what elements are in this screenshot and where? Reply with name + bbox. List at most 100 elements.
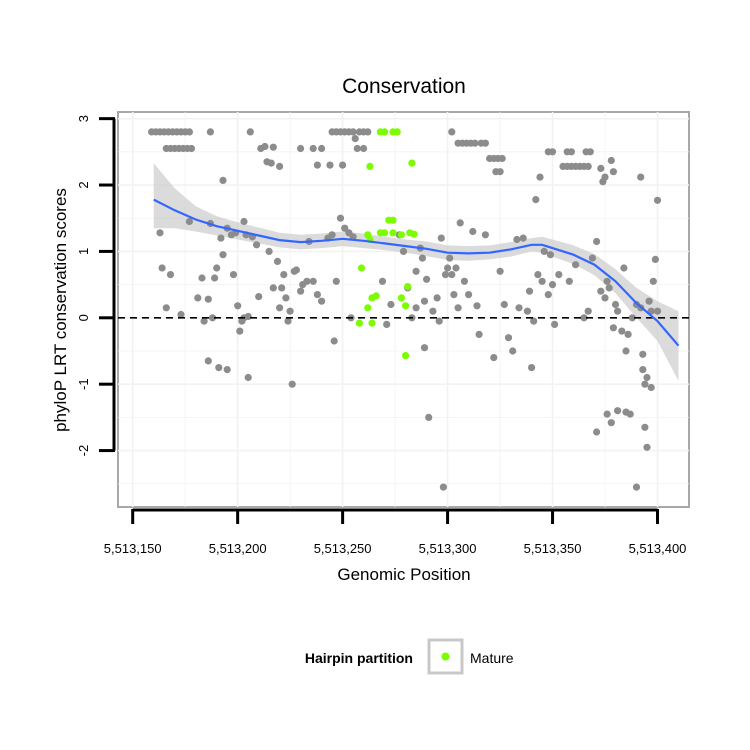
- y-tick-label: 1: [76, 248, 91, 255]
- data-point: [194, 294, 202, 302]
- data-point: [364, 128, 372, 136]
- data-point: [185, 128, 193, 136]
- data-point: [286, 307, 294, 315]
- data-point: [649, 277, 657, 285]
- x-tick-label: 5,513,250: [314, 541, 372, 556]
- data-point: [538, 277, 546, 285]
- data-point: [313, 291, 321, 299]
- data-point: [378, 277, 387, 285]
- data-point: [498, 154, 506, 163]
- data-point: [599, 178, 607, 186]
- x-axis-label: Genomic Position: [337, 565, 470, 584]
- data-point: [208, 314, 217, 322]
- x-tick-label: 5,513,350: [524, 541, 582, 556]
- data-point-mature: [357, 264, 366, 272]
- data-point: [288, 380, 296, 388]
- y-tick-label: 3: [76, 115, 91, 122]
- data-point: [420, 344, 429, 352]
- data-point: [276, 304, 284, 312]
- data-point: [614, 307, 622, 315]
- data-point: [253, 241, 261, 249]
- data-point: [584, 307, 592, 315]
- data-point: [383, 320, 391, 328]
- data-point: [609, 168, 618, 176]
- data-point: [284, 317, 292, 325]
- data-point: [349, 128, 357, 136]
- data-point: [204, 295, 212, 303]
- data-point: [200, 317, 208, 325]
- data-point: [605, 284, 613, 292]
- data-point: [519, 234, 527, 242]
- data-point: [269, 284, 277, 292]
- data-point: [572, 261, 580, 269]
- data-point: [341, 224, 349, 232]
- data-point: [399, 247, 408, 255]
- data-point-mature: [408, 159, 416, 167]
- data-point: [353, 144, 361, 153]
- data-point-mature: [364, 304, 372, 312]
- data-point: [504, 334, 513, 342]
- data-point: [236, 327, 244, 335]
- data-point: [429, 307, 437, 315]
- data-point: [276, 162, 284, 170]
- data-point: [456, 219, 464, 227]
- data-point: [273, 257, 282, 265]
- data-point: [219, 176, 227, 184]
- data-point: [548, 281, 557, 289]
- data-point: [240, 217, 248, 226]
- data-point: [653, 307, 662, 315]
- data-point: [387, 300, 395, 309]
- data-point: [412, 267, 420, 275]
- data-point-mature: [366, 162, 374, 170]
- data-point: [425, 413, 433, 421]
- data-point: [448, 271, 456, 279]
- data-point: [465, 291, 473, 299]
- data-point-mature: [404, 283, 412, 291]
- data-point: [234, 302, 242, 310]
- data-point: [641, 380, 649, 388]
- data-point: [269, 143, 277, 151]
- data-point: [198, 274, 206, 282]
- data-point: [217, 234, 225, 242]
- y-tick-label: -1: [76, 378, 91, 390]
- data-point: [584, 162, 592, 170]
- data-point-mature: [381, 128, 389, 136]
- data-point: [450, 291, 458, 299]
- data-point: [528, 364, 536, 372]
- data-point: [639, 350, 647, 358]
- data-point: [435, 317, 443, 325]
- data-point: [603, 410, 611, 418]
- data-point: [336, 214, 345, 222]
- data-point: [622, 347, 630, 355]
- data-point: [647, 383, 655, 392]
- legend-title: Hairpin partition: [305, 650, 413, 666]
- data-point: [166, 271, 175, 279]
- data-point: [580, 314, 588, 322]
- data-point: [532, 196, 540, 204]
- data-point: [177, 310, 185, 319]
- data-point: [534, 271, 542, 279]
- data-point: [437, 234, 445, 242]
- data-point: [211, 274, 219, 282]
- data-point: [267, 159, 275, 167]
- y-axis-label: phyloP LRT conservation scores: [51, 188, 70, 432]
- data-point: [460, 277, 468, 285]
- data-point: [639, 366, 647, 374]
- data-point: [265, 247, 273, 255]
- data-point: [257, 144, 265, 153]
- data-point: [446, 254, 454, 262]
- x-tick-label: 5,513,300: [419, 541, 477, 556]
- data-point: [330, 337, 338, 345]
- data-point: [332, 277, 340, 285]
- data-point: [444, 264, 452, 272]
- data-point-mature: [389, 229, 397, 237]
- data-point: [439, 483, 447, 491]
- x-tick-label: 5,513,150: [104, 541, 162, 556]
- data-point: [229, 271, 238, 279]
- data-point: [614, 407, 622, 415]
- points-layer: [148, 128, 662, 491]
- data-point-mature: [372, 292, 380, 300]
- y-tick-label: 2: [76, 181, 91, 188]
- grid: [118, 112, 689, 507]
